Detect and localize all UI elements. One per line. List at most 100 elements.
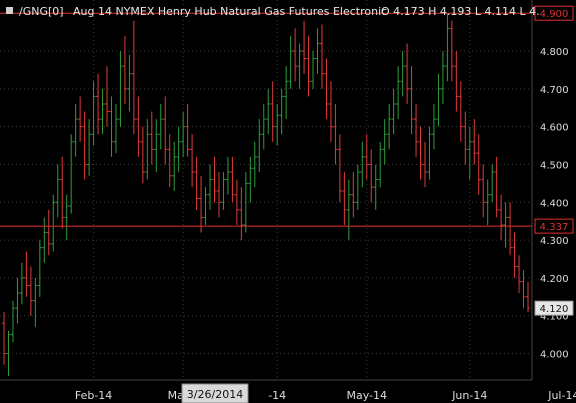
ohlc-bar — [270, 81, 275, 142]
ohlc-bar — [499, 194, 504, 241]
ohlc-bar — [33, 277, 38, 328]
ohlc-bar — [203, 187, 208, 225]
ohlc-bar — [440, 51, 445, 104]
ohlc-bar — [355, 164, 360, 210]
ohlc-bar — [167, 134, 172, 188]
ohlc-bar — [100, 88, 105, 135]
ohlc-bar — [266, 88, 271, 135]
ohlc-bar — [149, 111, 154, 165]
ohlc-bar — [324, 58, 329, 120]
ohlc-bar — [64, 194, 69, 241]
ohlc-bar — [333, 103, 338, 165]
ohlc-bar — [391, 88, 396, 135]
ohlc-bar — [414, 103, 419, 157]
ohlc-bar — [369, 149, 374, 203]
ohlc-bar — [351, 172, 356, 218]
ohlc-bar — [190, 134, 195, 188]
ohlc-bar — [127, 54, 132, 112]
ohlc-bar — [248, 156, 253, 203]
ohlc-bar — [476, 134, 481, 195]
ohlc-bar — [481, 164, 486, 218]
ohlc-bar — [337, 134, 342, 203]
header-ohlc: O 4.173 H 4.193 L 4.114 L 4. — [381, 5, 540, 18]
level-tags: 4.900 4.337 4.120 — [534, 5, 574, 316]
ohlc-bar — [158, 103, 163, 150]
ohlc-bar — [494, 156, 499, 218]
ohlc-bar — [346, 179, 351, 241]
ohlc-bar — [463, 111, 468, 165]
ohlc-bar — [234, 179, 239, 225]
ohlc-bar — [60, 156, 65, 229]
x-tick-label: Jul-14 — [547, 389, 576, 402]
y-tick-label: 4.400 — [540, 198, 569, 209]
ohlc-bar — [212, 156, 217, 203]
ohlc-bar — [311, 51, 316, 89]
ohlc-bar — [275, 103, 280, 146]
ohlc-bar — [472, 119, 477, 165]
ohlc-bar — [458, 81, 463, 142]
ohlc-bar — [221, 172, 226, 210]
ohlc-bar — [10, 300, 15, 343]
ohlc-bar — [431, 103, 436, 150]
ohlc-bar — [105, 66, 110, 127]
ohlc-bar — [181, 111, 186, 157]
ohlc-bar — [194, 156, 199, 210]
ohlc-bar — [37, 240, 42, 297]
ohlc-bar — [396, 66, 401, 120]
ohlc-bar — [15, 277, 20, 324]
ohlc-bar — [225, 156, 230, 195]
cursor-date-label: 3/26/2014 — [187, 388, 243, 401]
x-axis-panel — [0, 380, 576, 403]
ohlc-bar — [418, 126, 423, 180]
ohlc-bar — [230, 156, 235, 203]
ohlc-bar — [163, 96, 168, 165]
ohlc-bar — [78, 96, 83, 142]
ohlc-bar — [2, 311, 6, 365]
cursor-date-box — [181, 383, 249, 403]
ohlc-bar — [243, 172, 248, 233]
price-bars — [2, 13, 530, 377]
y-axis-labels: 4.000 4.100 4.200 4.300 4.400 4.500 4.600 4.700… — [540, 47, 569, 360]
ohlc-bar — [145, 119, 150, 180]
ohlc-bar — [508, 202, 513, 256]
ohlc-bar — [373, 164, 378, 210]
ohlc-bar — [91, 81, 96, 146]
y-axis-panel — [532, 0, 576, 380]
ohlc-bar — [364, 134, 369, 180]
ohlc-bar — [521, 270, 526, 309]
ohlc-bar — [297, 43, 302, 89]
ohlc-bar — [252, 141, 257, 188]
ohlc-bar — [154, 119, 159, 173]
ohlc-bar — [82, 111, 87, 180]
ohlc-bar — [55, 164, 60, 218]
ohlc-bar — [176, 126, 181, 173]
ohlc-bar — [216, 172, 221, 218]
header-square-icon — [6, 7, 13, 14]
ohlc-bar — [387, 103, 392, 150]
ohlc-bar — [436, 73, 441, 127]
y-tick-label: 4.000 — [540, 350, 569, 361]
ohlc-bar — [208, 164, 213, 210]
ohlc-bar — [342, 172, 347, 225]
ohlc-bar — [485, 179, 490, 225]
ohlc-bar — [87, 119, 92, 176]
level-tag-last: 4.120 — [540, 304, 569, 315]
ohlc-bar — [315, 28, 320, 74]
level-lines — [0, 12, 532, 227]
ohlc-bar — [46, 209, 51, 256]
ohlc-bar — [422, 141, 427, 188]
ohlc-bar — [136, 96, 141, 157]
ohlc-bar — [24, 251, 29, 297]
ohlc-bar — [73, 103, 78, 157]
level-tag-box-high — [534, 5, 574, 21]
ohlc-bar — [409, 66, 414, 135]
ohlc-bar — [445, 13, 450, 82]
ohlc-bar — [6, 330, 11, 377]
ohlc-bar — [42, 217, 47, 263]
ohlc-bar — [467, 126, 472, 180]
ohlc-bar — [328, 81, 333, 142]
y-tick-label: 4.100 — [540, 312, 569, 323]
ohlc-bar — [279, 88, 284, 135]
